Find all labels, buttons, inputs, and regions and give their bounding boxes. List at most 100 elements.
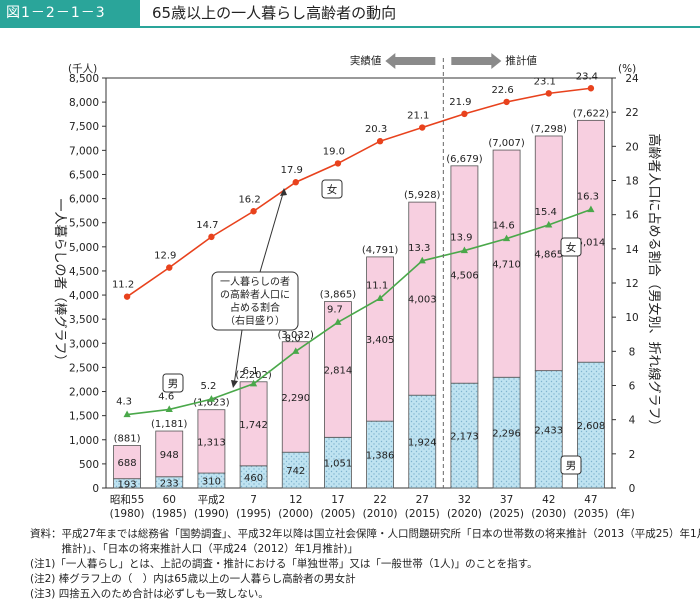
male-ratio-value-label: 9.7 bbox=[327, 304, 343, 315]
female-ratio-line bbox=[126, 87, 592, 298]
left-tick-label: 3,500 bbox=[69, 314, 99, 326]
callout-arrowhead-female bbox=[280, 188, 287, 196]
note-line: (注1)「一人暮らし」とは、上記の調査・推計における「単独世帯」又は「一般世帯（… bbox=[30, 558, 538, 570]
left-tick-label: 8,500 bbox=[69, 73, 99, 85]
female-count-label: 1,313 bbox=[197, 437, 226, 448]
male-legend-label-bars-box bbox=[560, 455, 582, 475]
note-line: 推計)」、「日本の将来推計人口（平成24（2012）年1月推計)」 bbox=[30, 543, 358, 555]
figure-number-badge: 図1－2－1－3 bbox=[0, 0, 140, 26]
x-era-label: 27 bbox=[416, 494, 429, 506]
left-tick-label: 8,000 bbox=[69, 97, 99, 109]
female-bar-segment bbox=[155, 430, 184, 478]
male-count-label: 1,051 bbox=[324, 459, 353, 470]
right-tick-label: 6 bbox=[629, 381, 636, 393]
male-ratio-point bbox=[334, 318, 342, 325]
female-ratio-value-label: 11.2 bbox=[112, 280, 134, 291]
right-tick-label: 20 bbox=[625, 141, 638, 153]
x-year-label: (1980) bbox=[110, 508, 145, 520]
female-ratio-value-label: 19.0 bbox=[323, 146, 345, 157]
right-tick-label: 2 bbox=[629, 449, 636, 461]
male-bar-segment bbox=[324, 436, 352, 489]
female-ratio-point bbox=[123, 293, 131, 300]
left-tick-label: 3,000 bbox=[69, 338, 99, 350]
male-ratio-value-label: 5.2 bbox=[200, 381, 216, 392]
ratio-callout-box bbox=[211, 271, 299, 331]
male-ratio-value-label: 14.6 bbox=[492, 221, 514, 232]
female-legend-label-box bbox=[321, 179, 343, 199]
female-legend-label: 女 bbox=[327, 183, 338, 196]
male-bar-segment bbox=[577, 361, 605, 489]
male-ratio-value-label: 11.1 bbox=[366, 280, 388, 291]
female-count-label: 4,506 bbox=[450, 271, 479, 282]
total-label: (6,679) bbox=[446, 154, 483, 165]
male-ratio-value-label: 4.3 bbox=[116, 397, 132, 408]
male-ratio-point bbox=[545, 220, 553, 228]
left-tick-label: 500 bbox=[79, 459, 99, 471]
male-bar-segment bbox=[450, 382, 479, 489]
male-ratio-value-label: 15.4 bbox=[535, 207, 557, 218]
x-era-label: 平成2 bbox=[198, 494, 226, 506]
total-label: (3,865) bbox=[320, 290, 357, 301]
left-tick-label: 2,000 bbox=[69, 387, 99, 399]
male-ratio-point bbox=[418, 256, 426, 264]
female-ratio-value-label: 21.9 bbox=[449, 97, 471, 108]
female-count-label: 2,814 bbox=[324, 365, 353, 376]
left-tick-label: 4,500 bbox=[69, 266, 99, 278]
female-count-label: 3,405 bbox=[366, 335, 395, 346]
male-ratio-point bbox=[165, 405, 173, 413]
bars: 193688(881)昭和55(1980)233948(1,181)60(198… bbox=[110, 108, 635, 520]
male-ratio-value-label: 6.1 bbox=[243, 366, 259, 377]
female-bar-segment bbox=[408, 201, 437, 396]
male-ratio-point bbox=[123, 410, 131, 418]
right-tick-label: 18 bbox=[625, 176, 638, 188]
x-year-label: (2010) bbox=[363, 508, 398, 520]
chart: 0 500 1,000 1,500 2,000 2,500 3,000 3,500 4,000 4… bbox=[52, 53, 662, 520]
male-count-label: 2,296 bbox=[492, 429, 521, 440]
female-ratio-value-label: 16.2 bbox=[238, 194, 260, 205]
female-ratio-point bbox=[250, 208, 257, 215]
male-ratio-point bbox=[460, 246, 469, 254]
male-ratio-point bbox=[292, 347, 300, 354]
x-year-label: (2005) bbox=[320, 508, 355, 520]
female-ratio-point bbox=[503, 98, 510, 106]
left-tick-label: 1,000 bbox=[69, 435, 99, 447]
left-tick-label: 5,000 bbox=[69, 242, 99, 254]
note-line: (注2) 棒グラフ上の（ ）内は65歳以上の一人暮らし高齢者の男女計 bbox=[30, 573, 356, 585]
right-tick-label: 14 bbox=[625, 244, 639, 256]
male-bar-segment bbox=[492, 376, 521, 489]
male-legend-label-box bbox=[162, 373, 184, 393]
total-label: (4,791) bbox=[362, 245, 399, 256]
female-count-label: 5,014 bbox=[577, 237, 606, 248]
total-label: (1,181) bbox=[151, 419, 188, 430]
male-ratio-line bbox=[126, 208, 592, 416]
total-label: (2,202) bbox=[235, 370, 272, 381]
female-ratio-point bbox=[545, 90, 552, 97]
male-bar-segment bbox=[366, 420, 394, 489]
female-ratio-point bbox=[334, 160, 342, 167]
female-count-label: 4,710 bbox=[492, 260, 521, 271]
actual-label: 実績値 bbox=[350, 54, 382, 67]
left-tick-label: 1,500 bbox=[69, 411, 99, 423]
x-axis-unit: (年) bbox=[616, 507, 635, 520]
male-count-label: 2,173 bbox=[450, 432, 479, 443]
female-ratio-value-label: 21.1 bbox=[407, 111, 429, 122]
male-ratio-point bbox=[249, 379, 258, 387]
projected-label: 推計値 bbox=[505, 54, 537, 67]
projected-arrow-icon bbox=[451, 53, 502, 69]
male-ratio-point bbox=[502, 234, 511, 242]
right-tick-label: 10 bbox=[625, 312, 638, 324]
x-year-label: (2025) bbox=[489, 508, 524, 520]
female-ratio-point bbox=[292, 179, 299, 186]
ratio-callout-text: （右目盛り） bbox=[225, 314, 285, 327]
male-ratio-point bbox=[207, 395, 216, 402]
female-bar-segment bbox=[450, 165, 479, 384]
male-ratio-value-label: 13.9 bbox=[450, 233, 472, 244]
male-count-label: 193 bbox=[118, 479, 137, 490]
left-tick-label: 4,000 bbox=[69, 290, 99, 302]
left-tick-label: 7,500 bbox=[69, 121, 99, 133]
female-legend-label-bars: 女 bbox=[566, 241, 577, 254]
male-count-label: 233 bbox=[160, 478, 179, 489]
female-ratio-point bbox=[376, 138, 384, 145]
right-tick-label: 0 bbox=[629, 483, 636, 495]
